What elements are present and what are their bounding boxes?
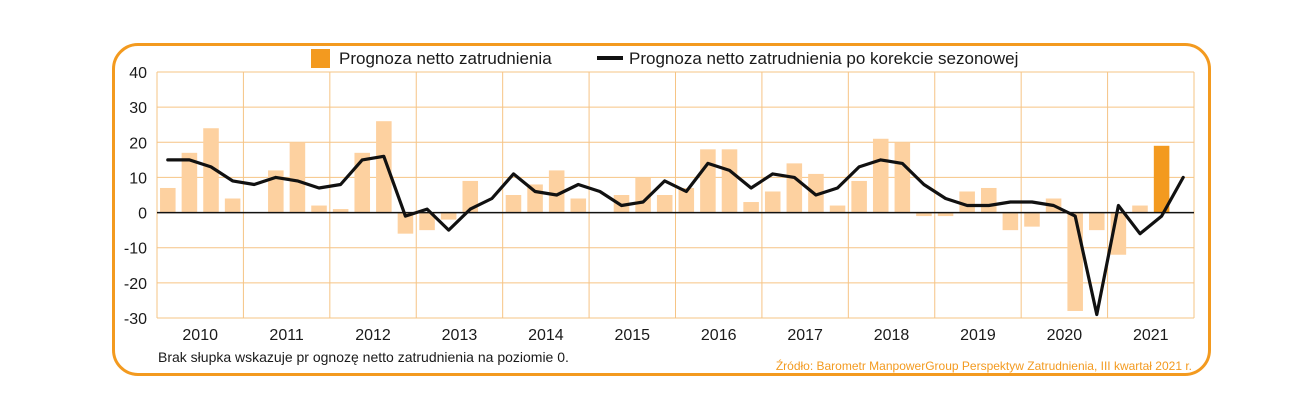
bar-29 (786, 163, 803, 213)
bar-33 (872, 138, 889, 213)
bar-3 (224, 198, 241, 213)
bar-12 (419, 212, 435, 231)
x-tick-label-8: 2018 (874, 327, 910, 344)
bar-23 (656, 195, 673, 213)
x-tick-label-2: 2012 (355, 327, 391, 344)
x-tick-label-9: 2019 (960, 327, 996, 344)
x-tick-label-4: 2014 (528, 327, 564, 344)
bar-43 (1089, 212, 1105, 231)
bar-34 (894, 142, 911, 213)
x-tick-label-6: 2016 (701, 327, 737, 344)
y-axis-ticks: 40 30 20 10 0 -10 -20 -30 (124, 65, 147, 328)
x-tick-label-1: 2011 (269, 327, 304, 344)
y-tick-label-4: 0 (138, 206, 147, 223)
bar-37 (959, 191, 975, 213)
bars (160, 121, 1170, 311)
y-tick-label-1: 30 (129, 100, 147, 117)
x-tick-label-10: 2020 (1047, 327, 1083, 344)
bar-26 (721, 149, 738, 213)
bar-40 (1024, 212, 1040, 227)
bar-8 (332, 209, 349, 213)
bar-1 (181, 152, 198, 213)
x-tick-label-0: 2010 (182, 327, 218, 344)
footnote: Brak słupka wskazuje pr ognozę netto zat… (158, 349, 569, 365)
bar-36 (937, 212, 954, 217)
bar-38 (980, 187, 997, 213)
bar-0 (160, 187, 176, 213)
bar-19 (570, 198, 587, 213)
bar-25 (700, 149, 716, 213)
x-tick-label-7: 2017 (787, 327, 823, 344)
x-tick-label-11: 2021 (1133, 327, 1169, 344)
bar-32 (851, 180, 867, 213)
bar-28 (764, 191, 781, 213)
legend-label-line: Prognoza netto zatrudnienia po korekcie … (629, 49, 1018, 68)
bar-11 (397, 212, 414, 234)
y-tick-label-5: -10 (124, 241, 147, 258)
bar-45 (1132, 205, 1148, 213)
bar-6 (289, 142, 306, 213)
bar-2 (203, 128, 219, 213)
y-tick-label-0: 40 (129, 65, 147, 82)
series-line-adjusted (166, 154, 1185, 317)
bar-7 (311, 205, 327, 213)
bar-13 (440, 212, 457, 220)
bar-14 (462, 180, 479, 213)
bar-18 (548, 170, 565, 213)
legend: Prognoza netto zatrudnienia Prognoza net… (311, 49, 1018, 68)
bar-10 (376, 121, 392, 213)
grid (156, 71, 1195, 319)
y-tick-label-6: -20 (124, 276, 147, 293)
y-tick-label-2: 20 (129, 135, 147, 152)
y-tick-label-7: -30 (124, 311, 147, 328)
bar-46 (1153, 145, 1170, 213)
x-tick-label-5: 2015 (614, 327, 650, 344)
line-series (166, 154, 1185, 317)
x-axis-ticks: 2010 2011 2012 2013 2014 2015 2016 2017 2018 2019… (182, 327, 1168, 344)
bar-16 (505, 195, 522, 213)
bar-27 (743, 202, 759, 213)
y-tick-label-3: 10 (129, 170, 147, 187)
bar-9 (354, 152, 371, 213)
x-tick-label-3: 2013 (442, 327, 478, 344)
bar-24 (678, 187, 695, 213)
bar-31 (829, 205, 846, 213)
source-note: Źródło: Barometr ManpowerGroup Perspekty… (776, 358, 1192, 373)
bar-35 (916, 212, 932, 217)
legend-label-bars: Prognoza netto zatrudnienia (339, 49, 552, 68)
bar-5 (268, 170, 284, 213)
bar-42 (1067, 212, 1083, 311)
bar-39 (1002, 212, 1019, 231)
legend-swatch-bars (311, 49, 330, 68)
